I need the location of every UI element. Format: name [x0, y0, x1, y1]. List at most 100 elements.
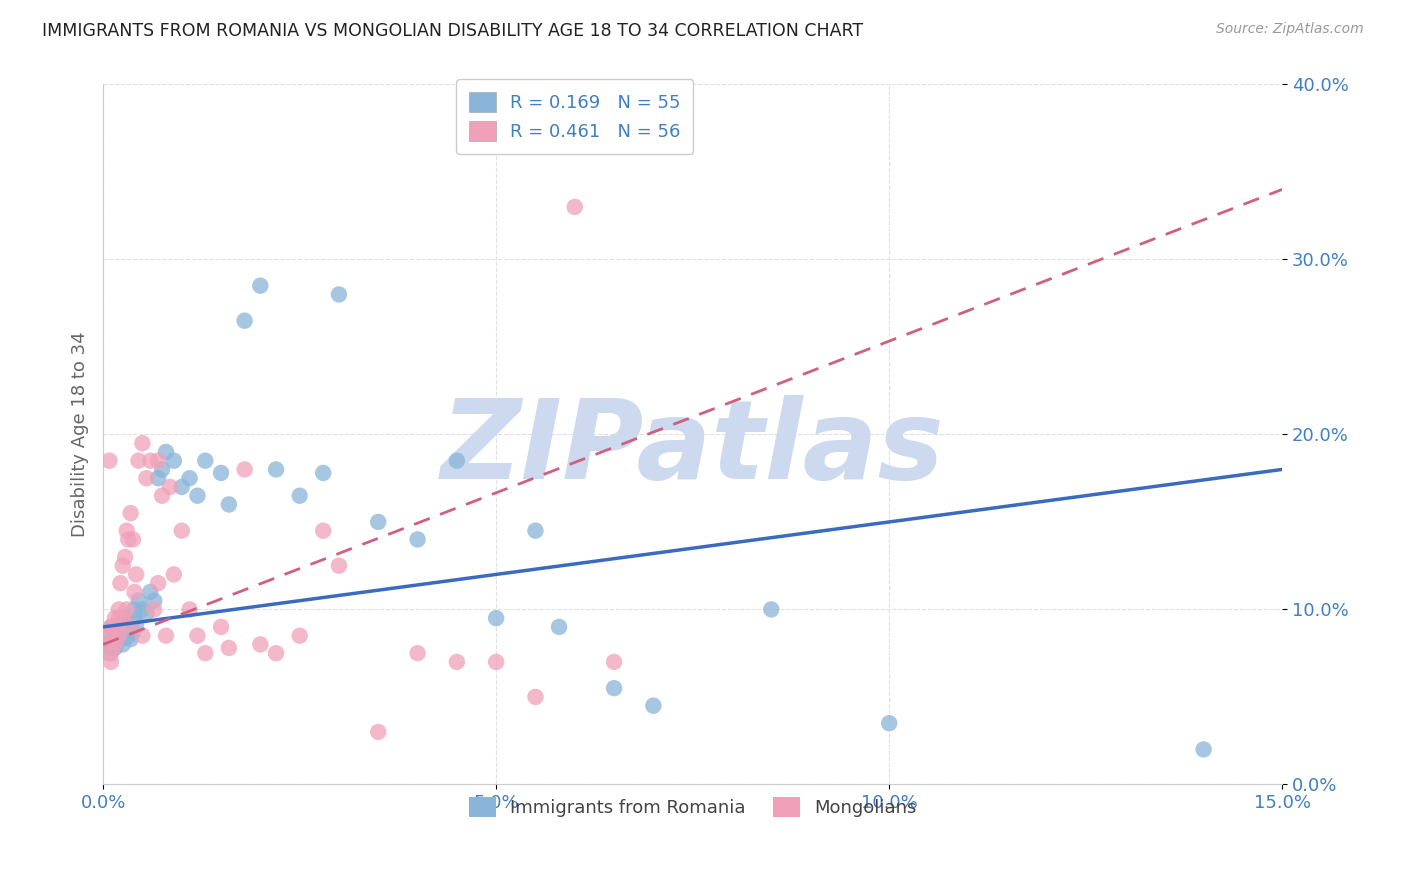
Point — [108, 611, 131, 625]
Point — [146, 453, 169, 467]
Point — [163, 453, 186, 467]
Point — [111, 616, 134, 631]
Point — [218, 640, 240, 655]
Point — [101, 637, 124, 651]
Point — [233, 314, 256, 328]
Point — [100, 646, 122, 660]
Point — [367, 725, 389, 739]
Point — [108, 624, 131, 638]
Point — [406, 533, 429, 547]
Point — [485, 611, 508, 625]
Point — [115, 624, 138, 638]
Point — [406, 646, 429, 660]
Point — [163, 567, 186, 582]
Point — [135, 471, 157, 485]
Point — [114, 611, 136, 625]
Point — [115, 524, 138, 538]
Point — [548, 620, 571, 634]
Point — [122, 533, 145, 547]
Point — [524, 524, 547, 538]
Point — [96, 637, 118, 651]
Point — [524, 690, 547, 704]
Point — [328, 287, 350, 301]
Point — [328, 558, 350, 573]
Point — [312, 524, 335, 538]
Point — [446, 655, 468, 669]
Point — [170, 524, 193, 538]
Point — [108, 629, 131, 643]
Point — [288, 629, 311, 643]
Point — [159, 480, 181, 494]
Point — [170, 480, 193, 494]
Point — [143, 593, 166, 607]
Point — [131, 629, 153, 643]
Point — [98, 646, 121, 660]
Point — [643, 698, 665, 713]
Point — [249, 637, 271, 651]
Point — [312, 466, 335, 480]
Point — [105, 620, 128, 634]
Point — [100, 655, 122, 669]
Point — [101, 629, 124, 643]
Point — [150, 462, 173, 476]
Point — [120, 620, 142, 634]
Point — [186, 629, 208, 643]
Point — [146, 471, 169, 485]
Text: IMMIGRANTS FROM ROMANIA VS MONGOLIAN DISABILITY AGE 18 TO 34 CORRELATION CHART: IMMIGRANTS FROM ROMANIA VS MONGOLIAN DIS… — [42, 22, 863, 40]
Point — [125, 567, 148, 582]
Point — [100, 629, 122, 643]
Point — [446, 453, 468, 467]
Point — [485, 655, 508, 669]
Point — [131, 436, 153, 450]
Point — [233, 462, 256, 476]
Point — [104, 629, 127, 643]
Point — [110, 629, 132, 643]
Point — [120, 632, 142, 647]
Point — [264, 462, 287, 476]
Point — [124, 585, 146, 599]
Point — [111, 611, 134, 625]
Point — [761, 602, 783, 616]
Point — [564, 200, 586, 214]
Point — [179, 471, 201, 485]
Point — [117, 629, 139, 643]
Point — [155, 629, 177, 643]
Point — [209, 620, 232, 634]
Point — [877, 716, 900, 731]
Point — [120, 620, 142, 634]
Point — [194, 453, 217, 467]
Point — [264, 646, 287, 660]
Text: Source: ZipAtlas.com: Source: ZipAtlas.com — [1216, 22, 1364, 37]
Point — [146, 576, 169, 591]
Point — [249, 278, 271, 293]
Point — [603, 655, 626, 669]
Point — [218, 498, 240, 512]
Point — [120, 506, 142, 520]
Point — [186, 489, 208, 503]
Point — [179, 602, 201, 616]
Point — [128, 593, 150, 607]
Point — [128, 453, 150, 467]
Point — [96, 629, 118, 643]
Point — [111, 558, 134, 573]
Point — [124, 611, 146, 625]
Point — [135, 606, 157, 620]
Point — [1192, 742, 1215, 756]
Point — [105, 620, 128, 634]
Point — [367, 515, 389, 529]
Point — [110, 576, 132, 591]
Point — [111, 637, 134, 651]
Point — [117, 533, 139, 547]
Point — [98, 637, 121, 651]
Point — [98, 453, 121, 467]
Point — [108, 634, 131, 648]
Point — [194, 646, 217, 660]
Point — [122, 625, 145, 640]
Point — [139, 585, 162, 599]
Point — [150, 489, 173, 503]
Point — [288, 489, 311, 503]
Point — [139, 453, 162, 467]
Y-axis label: Disability Age 18 to 34: Disability Age 18 to 34 — [72, 332, 89, 537]
Point — [104, 637, 127, 651]
Point — [100, 620, 122, 634]
